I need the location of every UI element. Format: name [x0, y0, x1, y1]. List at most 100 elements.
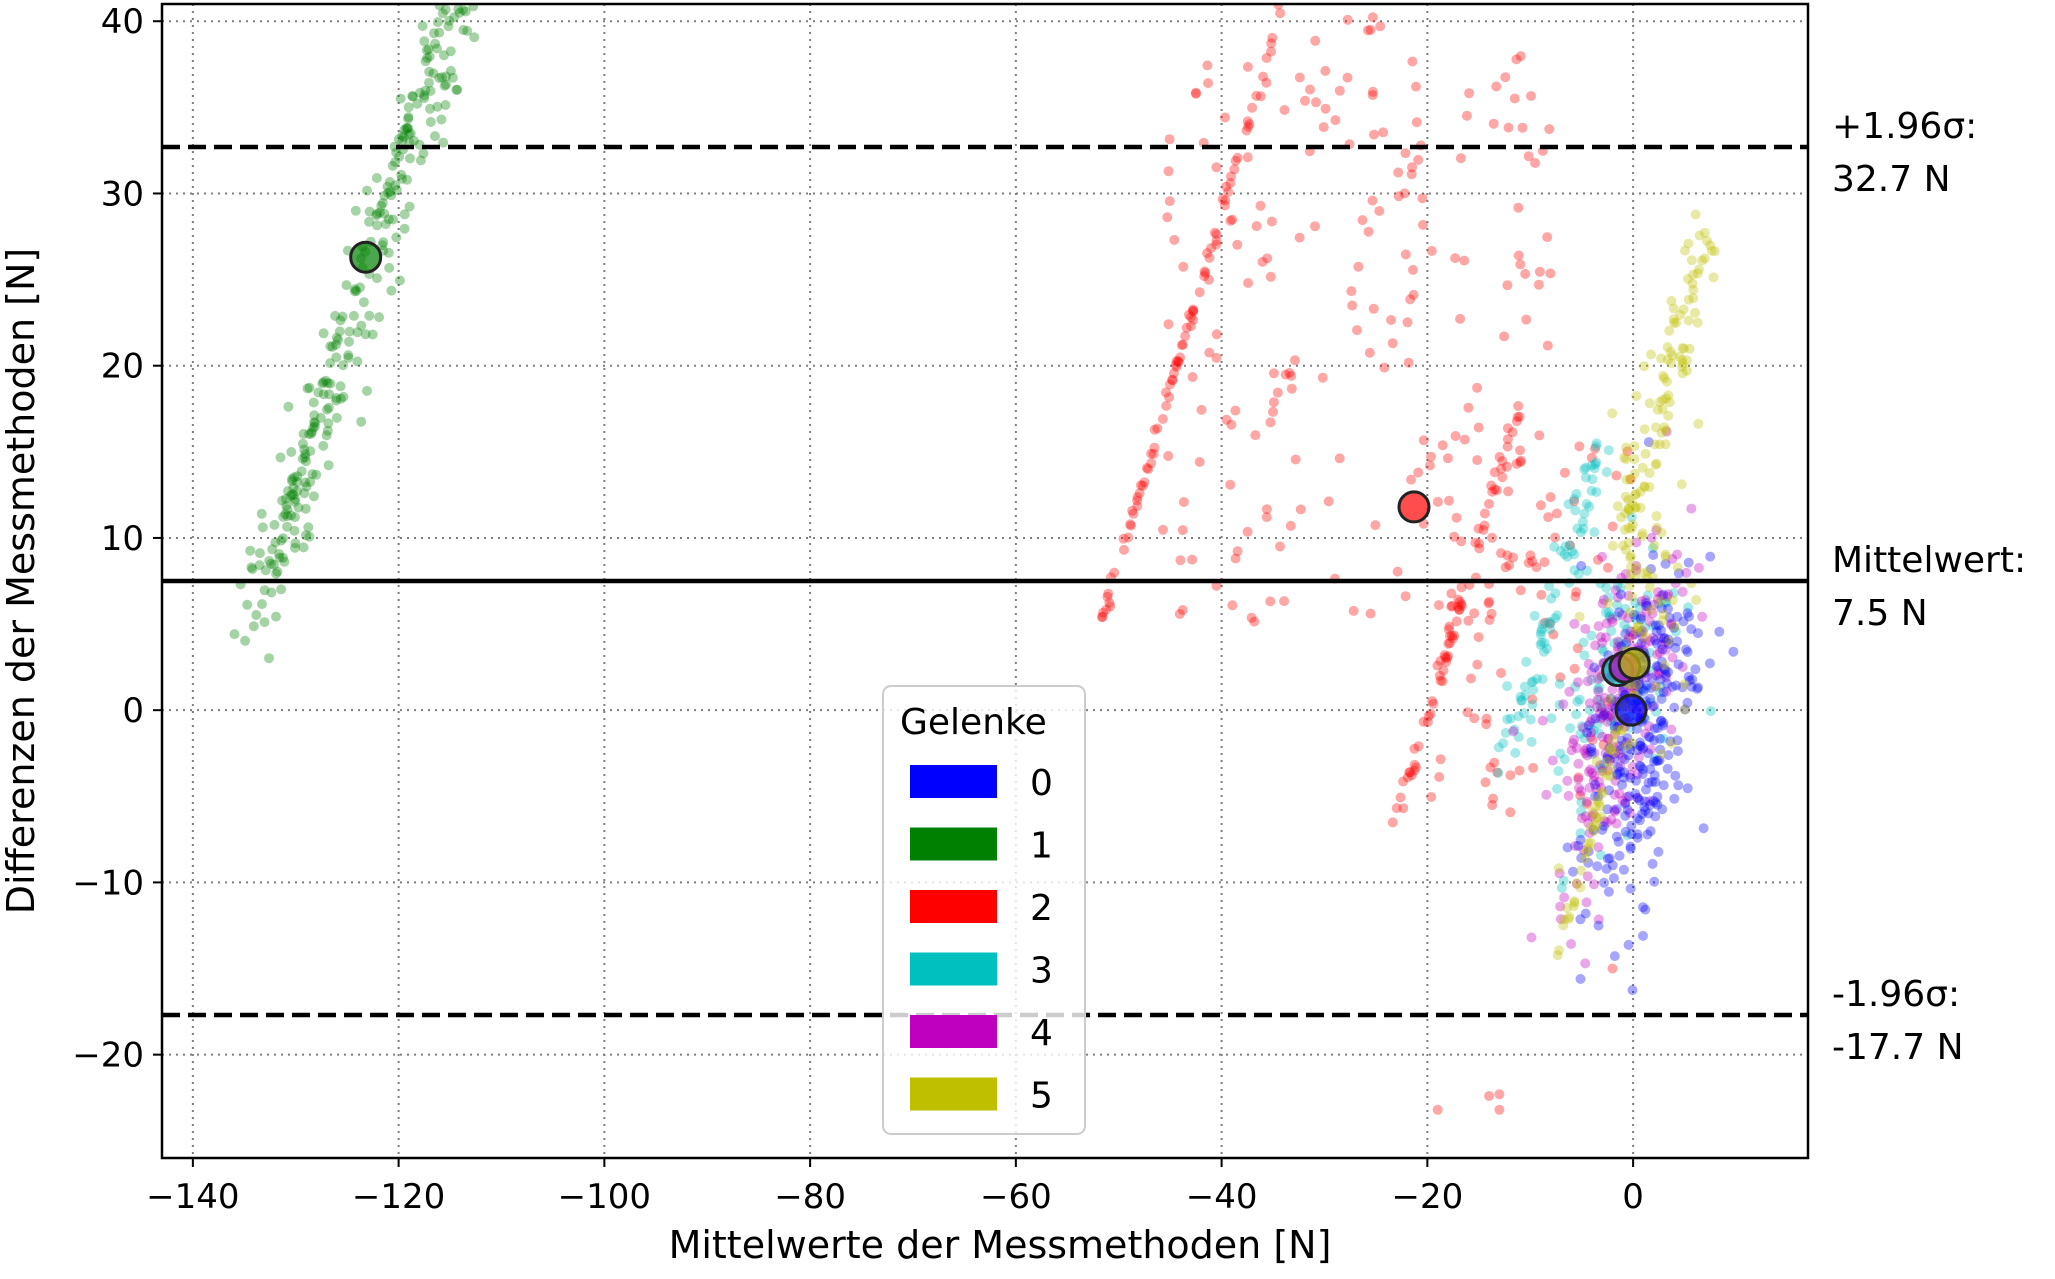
series-4-point	[1571, 743, 1582, 754]
series-1-point	[420, 85, 431, 96]
series-1-point	[318, 389, 329, 400]
series-2-point	[1137, 480, 1148, 491]
series-1-point	[412, 98, 423, 109]
series-1-point	[277, 495, 288, 506]
series-0-point	[1613, 762, 1623, 773]
series-1-point	[331, 393, 342, 403]
series-0-point	[1588, 824, 1599, 835]
series-2-point	[1132, 495, 1143, 506]
series-1-point	[398, 132, 409, 143]
series-4-point	[1646, 532, 1657, 543]
series-5-point	[1629, 454, 1640, 465]
series-4-point	[1584, 766, 1594, 777]
series-2-point	[1491, 81, 1502, 92]
series-1-point	[289, 472, 300, 483]
series-1-point	[437, 8, 448, 19]
series-0-point	[1635, 627, 1646, 638]
series-4-point	[1614, 788, 1625, 799]
series-3-point	[1591, 457, 1602, 468]
series-0-point	[1647, 858, 1658, 869]
series-2-point	[1266, 216, 1277, 227]
series-2-point	[1404, 767, 1415, 778]
series-2-point	[1318, 122, 1329, 133]
series-1-point	[304, 429, 315, 440]
series-2-point	[1434, 772, 1445, 782]
series-2-point	[1480, 777, 1491, 788]
series-0-point	[1590, 791, 1601, 802]
series-4-point	[1558, 699, 1569, 710]
series-2-point	[1378, 127, 1389, 138]
series-4-point	[1571, 878, 1582, 889]
series-1-point	[362, 185, 372, 196]
series-5-point	[1693, 418, 1704, 429]
series-0-point	[1637, 764, 1648, 775]
series-5-point	[1591, 820, 1602, 831]
series-2-point	[1226, 419, 1237, 430]
series-5-point	[1603, 598, 1614, 609]
series-1-point	[364, 310, 375, 321]
series-5-point	[1668, 314, 1679, 325]
series-1-point	[430, 38, 441, 49]
series-2-point	[1440, 652, 1451, 663]
series-3-point	[1550, 613, 1561, 624]
x-tick-label: 0	[1622, 1177, 1644, 1217]
series-0-point	[1655, 674, 1666, 685]
series-4-point	[1597, 598, 1608, 609]
series-3-point	[1545, 617, 1556, 628]
series-4-point	[1617, 795, 1628, 806]
series-0-point	[1632, 832, 1643, 843]
series-1-point	[297, 438, 308, 449]
series-2-point	[1572, 643, 1583, 654]
series-0-point	[1692, 683, 1703, 694]
series-5-point	[1607, 736, 1618, 747]
series-3-point	[1590, 459, 1601, 470]
series-1-point	[280, 493, 291, 504]
series-0-point	[1656, 625, 1666, 636]
series-2-point	[1279, 105, 1290, 115]
series-0-point	[1659, 633, 1670, 644]
series-5-point	[1589, 826, 1599, 837]
series-4-point	[1614, 741, 1625, 751]
series-1-point	[325, 378, 336, 389]
series-2-point	[1494, 1104, 1505, 1115]
series-2-point	[1363, 226, 1374, 237]
series-2-point	[1405, 294, 1416, 305]
series-2-point	[1428, 698, 1439, 709]
series-4-point	[1654, 668, 1665, 679]
series-1-point	[286, 447, 297, 457]
series-2-point	[1444, 631, 1455, 641]
series-1-point	[259, 585, 270, 596]
series-1-point	[419, 90, 430, 101]
series-1-point	[402, 174, 412, 185]
series-2-point	[1446, 630, 1457, 641]
series-4-point	[1667, 554, 1678, 564]
series-5-point	[1654, 397, 1665, 407]
series-2-point	[1526, 91, 1536, 101]
series-2-point	[1455, 153, 1466, 164]
series-2-point	[1544, 124, 1555, 135]
series-3-point	[1563, 499, 1574, 510]
series-1-point	[266, 558, 277, 569]
series-2-point	[1511, 416, 1522, 427]
series-2-point	[1474, 543, 1485, 554]
series-0-point	[1623, 939, 1634, 950]
series-5-point	[1621, 474, 1632, 485]
series-4-point	[1580, 623, 1591, 634]
series-1-point	[287, 489, 298, 500]
series-2-point	[1286, 370, 1297, 381]
series-1-point	[292, 471, 303, 482]
series-2-point	[1418, 435, 1429, 446]
series-2-point	[1261, 512, 1272, 523]
series-1-point	[334, 326, 345, 337]
series-4-point	[1632, 792, 1643, 803]
series-1-point	[299, 444, 310, 455]
series-2-point	[1590, 443, 1600, 454]
series-2-point	[1227, 600, 1238, 611]
series-5-point	[1658, 609, 1669, 620]
series-3-point	[1513, 711, 1524, 722]
series-3-point	[1668, 588, 1679, 598]
series-4-point	[1661, 672, 1671, 683]
series-3-point	[1529, 610, 1540, 621]
series-2-point	[1352, 325, 1362, 336]
